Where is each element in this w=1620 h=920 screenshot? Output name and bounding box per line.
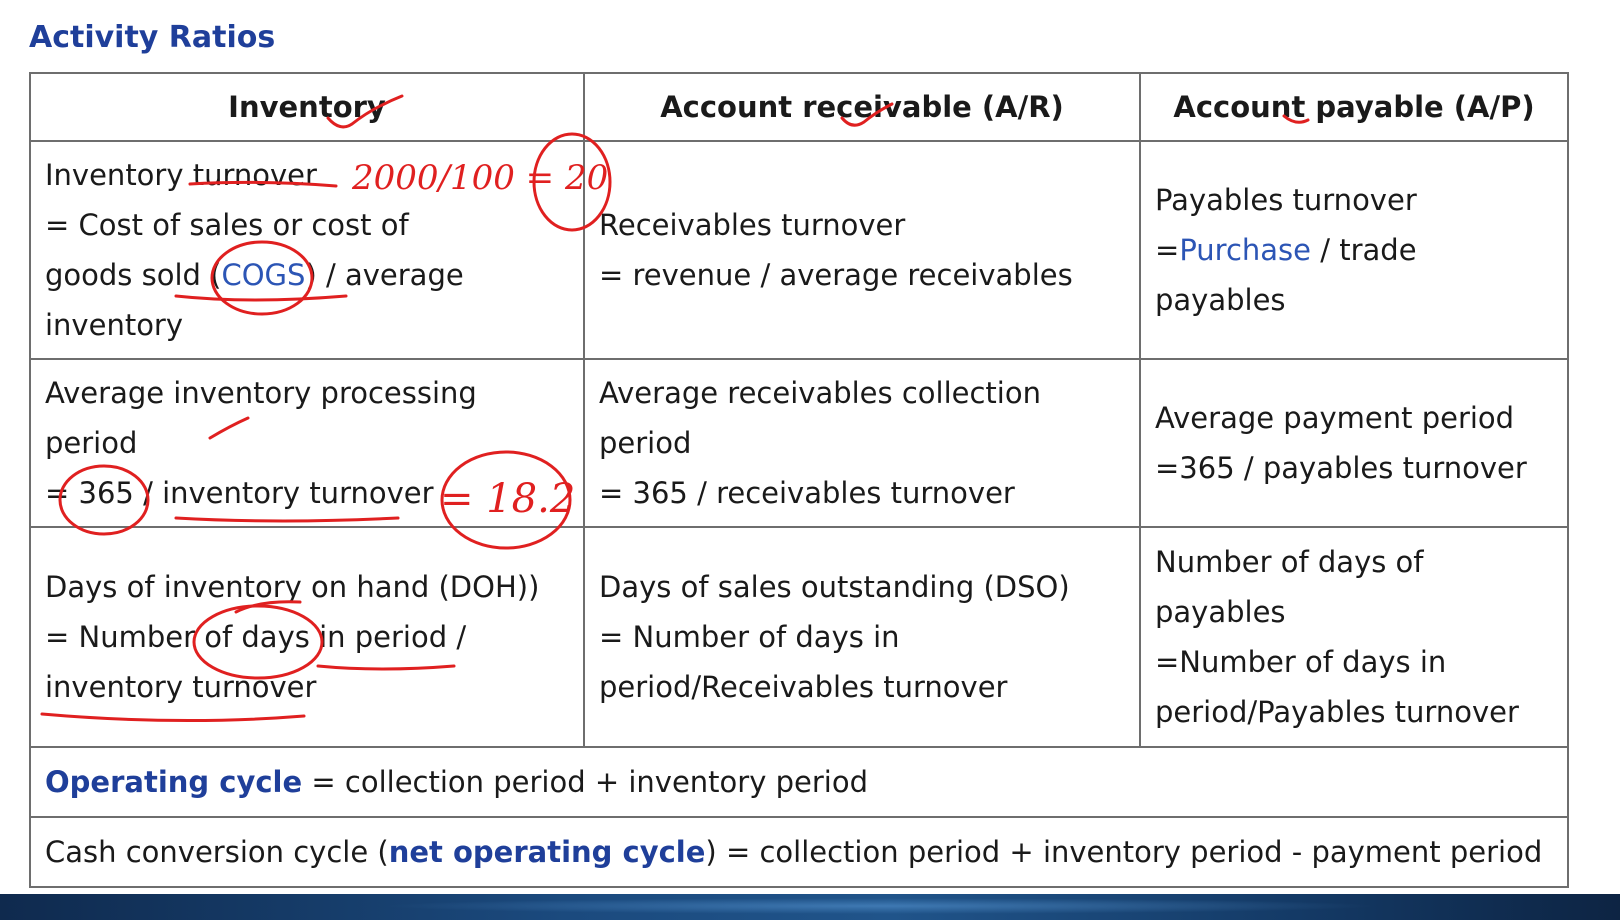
cogs-suffix: ) / average [305,258,464,292]
cell-payment-period: Average payment period =365 / payables t… [1139,358,1569,528]
cell-receivables-period: Average receivables collection period = … [583,358,1141,528]
payables-turnover-title: Payables turnover [1155,183,1417,217]
cell-receivables-turnover: Receivables turnover = revenue / average… [583,140,1141,360]
cell-dpo: Number of days of payables =Number of da… [1139,526,1569,748]
dpo-title: Number of days of [1155,545,1424,579]
purchase-term: Purchase [1179,233,1312,267]
inventory-period-title: Average inventory processing [45,376,477,410]
doh-formula: = Number of days in period / [45,620,467,654]
net-operating-cycle-term: net operating cycle [388,835,706,869]
cell-dso: Days of sales outstanding (DSO) = Number… [583,526,1141,748]
header-payable: Account payable (A/P) [1139,72,1569,142]
dpo-formula: =Number of days in [1155,645,1447,679]
table-row-turnover: Inventory turnover = Cost of sales or co… [29,140,1569,360]
annotation-calc-period: = 18.2 [440,476,576,522]
payables-formula-tail: / trade payables [1155,233,1417,317]
payables-eq: = [1155,233,1180,267]
payment-period-title: Average payment period [1155,401,1515,435]
receivables-period-formula: = 365 / receivables turnover [599,476,1015,510]
table-row-days: Days of inventory on hand (DOH)) = Numbe… [29,526,1569,748]
cell-inventory-turnover: Inventory turnover = Cost of sales or co… [29,140,585,360]
cell-doh: Days of inventory on hand (DOH)) = Numbe… [29,526,585,748]
header-inventory: Inventory [29,72,585,142]
inventory-turnover-formula-line: = Cost of sales or cost of [45,208,409,242]
doh-title: Days of inventory on hand (DOH)) [45,570,540,604]
receivables-period-title-2: period [599,426,692,460]
receivables-turnover-formula: = revenue / average receivables [599,258,1073,292]
cash-cycle-formula: ) = collection period + inventory period… [705,835,1543,869]
dpo-title-2: payables [1155,595,1286,629]
cell-cash-cycle: Cash conversion cycle (net operating cyc… [29,816,1569,888]
inventory-turnover-cogs-line: goods sold (COGS) / average [45,250,569,300]
dpo-formula-2: period/Payables turnover [1155,695,1519,729]
cash-cycle-prefix: Cash conversion cycle ( [45,835,389,869]
footer-bar [0,894,1620,920]
header-receivable: Account receivable (A/R) [583,72,1141,142]
dso-formula: = Number of days in [599,620,900,654]
payment-period-formula: =365 / payables turnover [1155,451,1527,485]
table-row-operating-cycle: Operating cycle = collection period + in… [29,746,1569,818]
annotation-calc-turnover: 2000/100 = 20 [352,158,609,198]
inventory-period-title-2: period [45,426,138,460]
page-title: Activity Ratios [29,20,276,55]
table-row-cash-cycle: Cash conversion cycle (net operating cyc… [29,816,1569,888]
dso-formula-2: period/Receivables turnover [599,670,1008,704]
operating-cycle-formula: = collection period + inventory period [302,765,868,799]
cell-payables-turnover: Payables turnover =Purchase / trade paya… [1139,140,1569,360]
cogs-term: COGS [221,258,306,292]
payables-turnover-formula: =Purchase / trade payables [1155,225,1553,325]
doh-formula-2: inventory turnover [45,670,317,704]
table-row-period: Average inventory processing period = 36… [29,358,1569,528]
operating-cycle-term: Operating cycle [45,765,303,799]
cell-operating-cycle: Operating cycle = collection period + in… [29,746,1569,818]
dso-title: Days of sales outstanding (DSO) [599,570,1070,604]
receivables-period-title: Average receivables collection [599,376,1041,410]
receivables-turnover-title: Receivables turnover [599,208,906,242]
cogs-prefix: goods sold ( [45,258,222,292]
activity-ratios-table: Inventory Account receivable (A/R) Accou… [29,72,1569,888]
header-row: Inventory Account receivable (A/R) Accou… [29,72,1569,142]
inventory-turnover-tail: inventory [45,308,184,342]
footer-glow [380,898,1380,914]
